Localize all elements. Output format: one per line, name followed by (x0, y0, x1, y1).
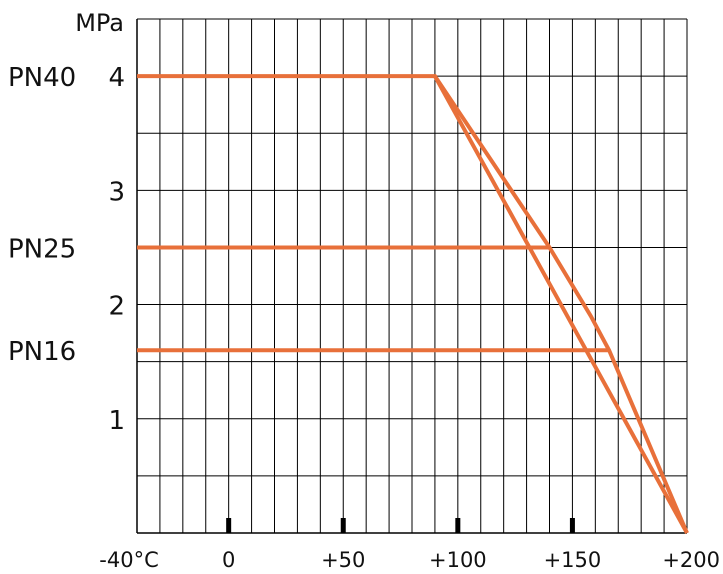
x-tick-label: +150 (544, 548, 602, 572)
y-tick-label: 1 (108, 406, 125, 436)
x-tick-label: +200 (662, 548, 720, 572)
x-marker-tick (455, 518, 461, 533)
x-marker-tick (340, 518, 346, 533)
x-tick-label: +100 (429, 548, 487, 572)
envelope-line (433, 74, 689, 534)
plot-area (137, 74, 689, 534)
x-tick-label: -40°C (99, 548, 158, 572)
x-tick-label: +50 (321, 548, 365, 572)
pn-label: PN40 (8, 63, 76, 93)
pn-label: PN16 (8, 337, 76, 367)
x-marker-tick (569, 518, 575, 533)
pn-label: PN25 (8, 234, 76, 264)
y-tick-label: 2 (108, 292, 125, 322)
y-tick-label: 3 (108, 177, 125, 207)
y-axis-label: MPa (75, 9, 124, 37)
x-tick-label: 0 (222, 548, 235, 572)
y-tick-label: 4 (108, 63, 125, 93)
x-marker-tick (226, 518, 232, 533)
grid (136, 18, 688, 534)
axis-labels: MPa -40°C 0 +50 +100 +150 +200 1 2 3 4 PN40 PN25 PN1… (8, 9, 720, 572)
